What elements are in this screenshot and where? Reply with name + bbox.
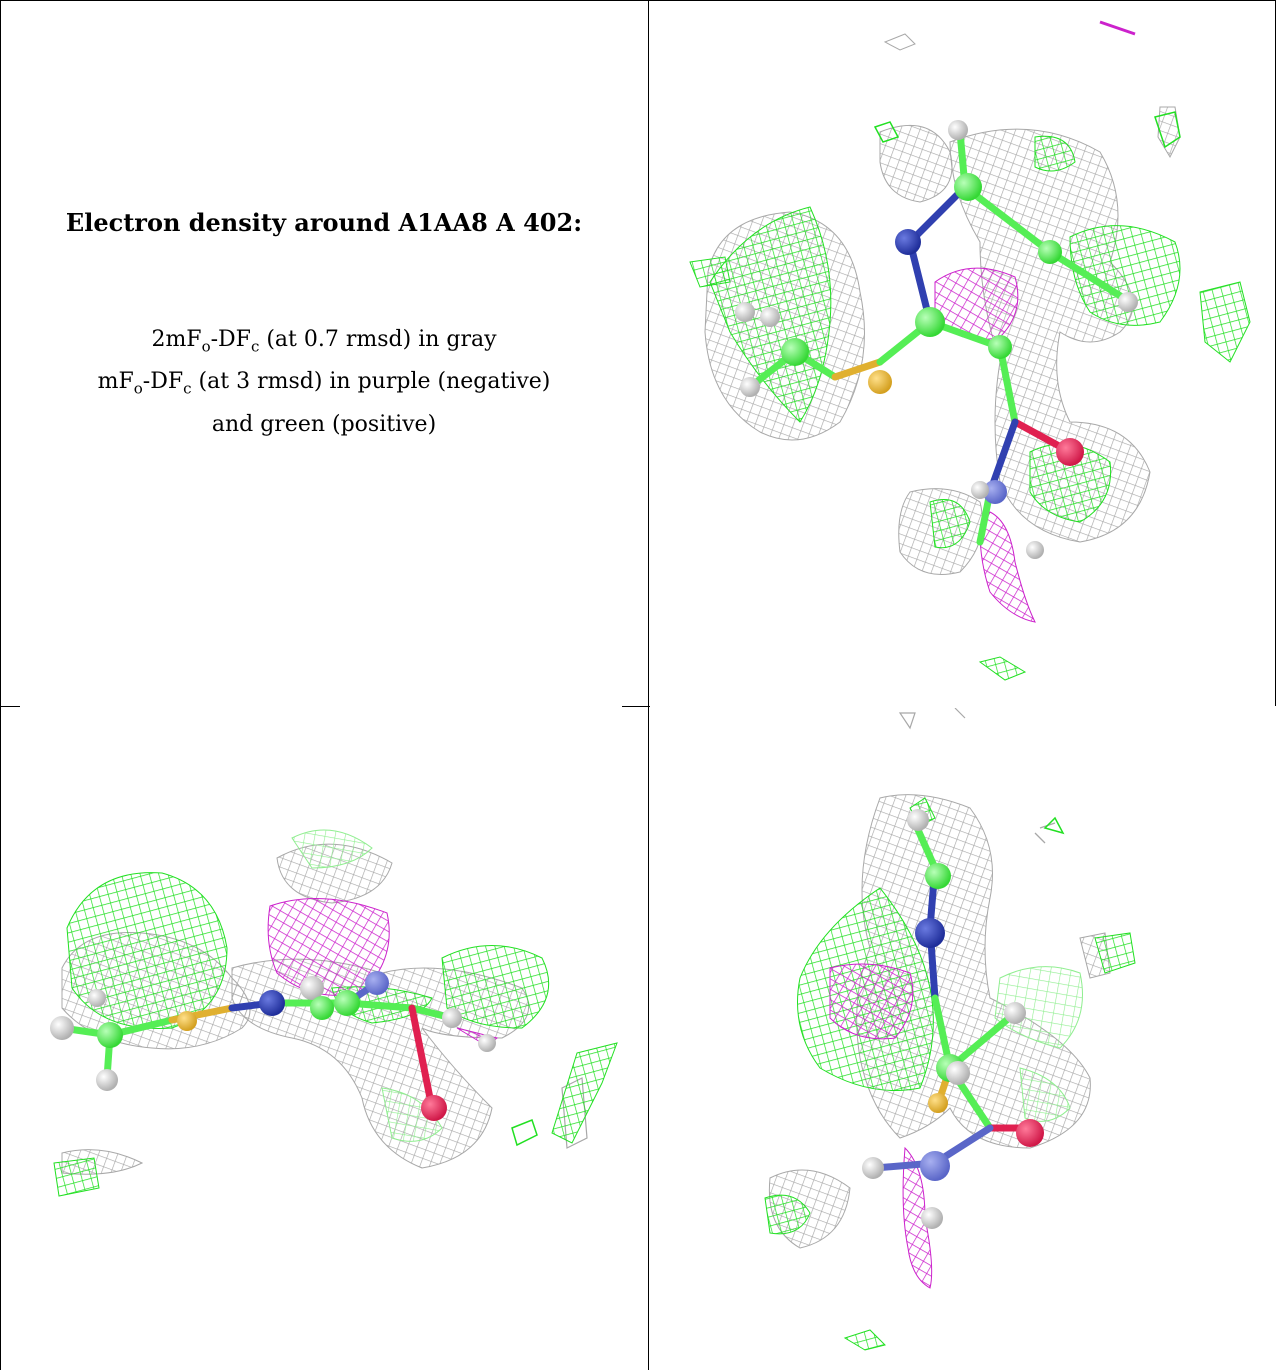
atom-hydrogen xyxy=(1026,541,1044,559)
atom-sulfur xyxy=(177,1011,197,1031)
atom-hydrogen xyxy=(50,1016,74,1040)
atom-carbon xyxy=(1038,240,1062,264)
atom-hydrogen xyxy=(88,989,106,1007)
atom-carbon xyxy=(915,307,945,337)
atom-oxygen xyxy=(1056,438,1084,466)
table-center-divider xyxy=(648,0,649,1370)
atom-carbon xyxy=(954,173,982,201)
atom-hydrogen xyxy=(907,809,929,831)
atom-carbon xyxy=(310,996,334,1020)
atom-hydrogen xyxy=(948,120,968,140)
legend-line-positive: and green (positive) xyxy=(0,407,648,443)
atom-hydrogen xyxy=(96,1069,118,1091)
atom-hydrogen xyxy=(1004,1002,1026,1024)
atom-hydrogen xyxy=(1118,292,1138,312)
atom-hydrogen xyxy=(946,1061,970,1085)
legend-line-gray: 2mFo-DFc (at 0.7 rmsd) in gray xyxy=(0,322,648,364)
atom-carbon xyxy=(97,1022,123,1048)
density-view-bottom-right xyxy=(650,708,1274,1368)
atom-nitrogen xyxy=(895,229,921,255)
atom-hydrogen xyxy=(478,1034,496,1052)
legend-line-difference: mFo-DFc (at 3 rmsd) in purple (negative) xyxy=(0,364,648,406)
atom-nitrogen xyxy=(915,918,945,948)
atom-carbon xyxy=(988,335,1012,359)
caption-legend: 2mFo-DFc (at 0.7 rmsd) in gray mFo-DFc (… xyxy=(0,322,648,443)
atom-hydrogen xyxy=(971,481,989,499)
table-row-divider-left xyxy=(0,706,20,707)
atom-hydrogen xyxy=(921,1207,943,1229)
atom-nitrogen xyxy=(365,971,389,995)
atom-carbon xyxy=(925,863,951,889)
caption-cell: Electron density around A1AA8 A 402: 2mF… xyxy=(0,0,648,706)
atom-hydrogen xyxy=(760,307,780,327)
density-view-top-right xyxy=(650,2,1274,704)
atom-hydrogen xyxy=(442,1008,462,1028)
atom-nitrogen xyxy=(259,990,285,1016)
caption-title: Electron density around A1AA8 A 402: xyxy=(0,208,648,237)
table-row-divider-mid xyxy=(622,706,650,707)
atom-sulfur xyxy=(928,1093,948,1113)
density-view-bottom-left xyxy=(2,708,646,1368)
atom-sulfur xyxy=(868,370,892,394)
atom-oxygen xyxy=(1016,1119,1044,1147)
atom-hydrogen xyxy=(735,302,755,322)
atom-hydrogen xyxy=(862,1157,884,1179)
atom-hydrogen xyxy=(740,377,760,397)
atom-carbon xyxy=(781,338,809,366)
atom-oxygen xyxy=(421,1095,447,1121)
atom-carbon xyxy=(334,990,360,1016)
atom-nitrogen xyxy=(920,1151,950,1181)
